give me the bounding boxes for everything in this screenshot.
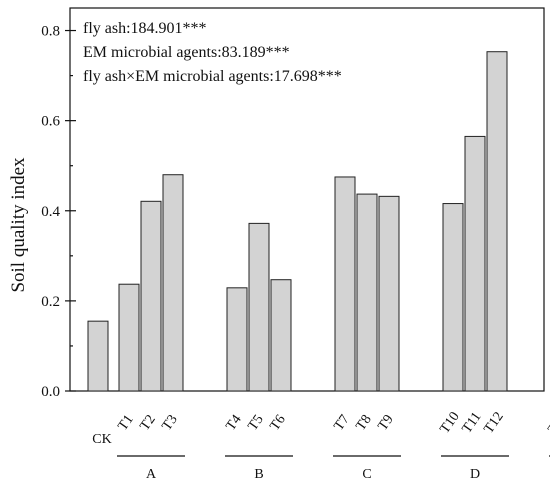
y-tick-label: 0.6	[41, 114, 60, 130]
y-tick-label: 0.0	[41, 384, 60, 400]
x-tick-label: T7	[332, 412, 353, 433]
y-tick-label: 0.8	[41, 24, 60, 40]
x-tick-label: T3	[160, 412, 181, 433]
x-tick-label: T11	[460, 410, 485, 437]
bar	[464, 135, 486, 392]
x-tick-label: T2	[138, 412, 159, 433]
x-tick-label: T4	[224, 412, 245, 433]
group-labels: ABCDE	[117, 455, 550, 482]
bar	[356, 193, 378, 392]
x-tick-label: T8	[354, 412, 375, 433]
x-tick-label: T10	[438, 409, 463, 436]
group-label: B	[254, 467, 263, 482]
bar	[140, 200, 162, 392]
bar	[248, 222, 270, 392]
annotation: fly ash×EM microbial agents:17.698***	[83, 68, 342, 85]
bars-layer	[87, 51, 508, 392]
group-label: A	[146, 467, 157, 482]
bar	[378, 195, 400, 392]
plot-border	[69, 7, 545, 392]
bar	[118, 283, 140, 392]
y-tick-label: 0.2	[41, 294, 60, 310]
annotation: EM microbial agents:83.189***	[83, 44, 290, 61]
x-tick-label: T12	[482, 409, 507, 436]
bar	[270, 279, 292, 392]
bar	[226, 287, 248, 392]
bar	[334, 176, 356, 392]
y-axis-label: Soil quality index	[8, 157, 29, 293]
x-tick-label: T13	[546, 409, 550, 436]
y-axis: 0.0 0.2 0.4 0.6 0.8	[41, 24, 76, 400]
x-tick-label: T1	[116, 412, 137, 433]
group-label: D	[470, 467, 480, 482]
annotation: fly ash:184.901***	[83, 20, 207, 37]
bar	[442, 203, 464, 392]
annotations: fly ash:184.901*** EM microbial agents:83…	[83, 20, 342, 85]
group-label: C	[362, 467, 371, 482]
bar	[162, 174, 184, 392]
x-tick-label: T6	[268, 412, 289, 433]
plot-frame	[69, 7, 545, 392]
x-axis: CKT1T2T3T4T5T6T7T8T9T10T11T12T13T14T15	[92, 409, 550, 447]
x-tick-label: CK	[92, 432, 111, 447]
x-tick-label: T5	[246, 412, 267, 433]
bar	[486, 51, 508, 392]
bar	[87, 320, 109, 392]
y-tick-label: 0.4	[41, 204, 60, 220]
x-tick-label: T9	[376, 412, 397, 433]
